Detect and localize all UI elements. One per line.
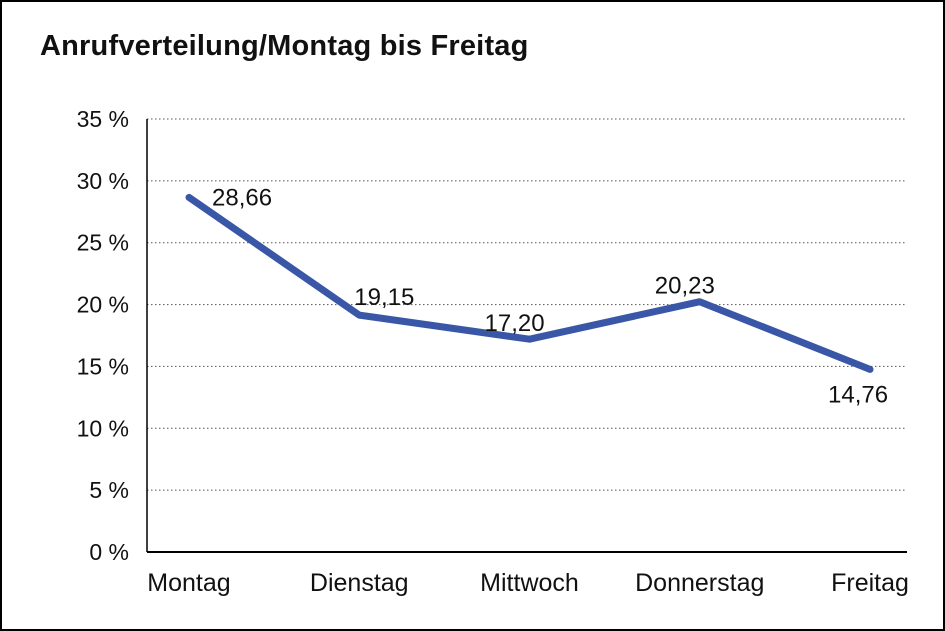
y-tick-label: 0 % [89, 539, 129, 565]
y-tick-label: 20 % [77, 292, 129, 318]
y-tick-label: 5 % [89, 477, 129, 503]
value-label: 19,15 [354, 284, 414, 311]
data-line [185, 193, 874, 373]
value-label: 28,66 [212, 184, 272, 211]
gridlines [147, 118, 907, 491]
chart-title: Anrufverteilung/Montag bis Freitag [40, 30, 529, 62]
data-series [185, 193, 874, 373]
value-label: 20,23 [655, 273, 715, 300]
axes [146, 119, 907, 553]
value-label: 17,20 [485, 310, 545, 337]
x-category-label: Montag [147, 569, 230, 597]
x-category-label: Freitag [831, 569, 909, 597]
y-tick-label: 30 % [77, 168, 129, 194]
value-labels: 28,66 19,15 17,20 20,23 14,76 [212, 184, 888, 408]
x-category-label: Mittwoch [480, 569, 579, 597]
y-tick-label: 25 % [77, 230, 129, 256]
x-category-label: Dienstag [310, 569, 409, 597]
y-tick-label: 35 % [77, 106, 129, 132]
x-category-label: Donnerstag [635, 569, 764, 597]
value-label: 14,76 [828, 381, 888, 408]
x-axis-labels: Montag Dienstag Mittwoch Donnerstag Freitag [147, 569, 909, 597]
y-tick-label: 10 % [77, 415, 129, 441]
y-axis-labels: 0 % 5 % 10 % 15 % 20 % 25 % 30 % 35 % [77, 106, 129, 565]
y-tick-label: 15 % [77, 353, 129, 379]
